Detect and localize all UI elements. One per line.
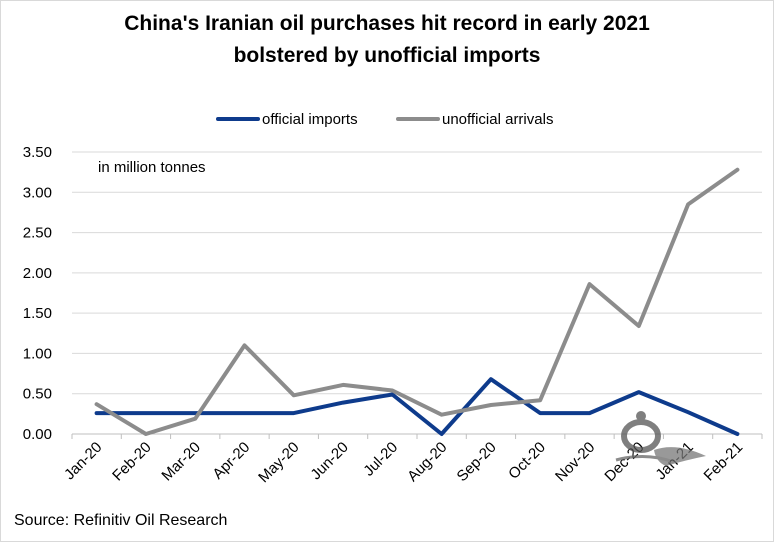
- y-tick-label: 1.50: [23, 305, 52, 322]
- y-tick-label: 2.50: [23, 225, 52, 242]
- x-tick-label: Aug-20: [404, 439, 450, 485]
- chart-title-line-1: China's Iranian oil purchases hit record…: [124, 12, 650, 35]
- x-tick-label: May-20: [255, 439, 302, 486]
- y-tick-label: 2.00: [23, 265, 52, 282]
- y-tick-label: 0.00: [23, 426, 52, 443]
- x-tick-label: Jun-20: [307, 439, 351, 483]
- y-tick-label: 1.00: [23, 345, 52, 362]
- series-lines: [94, 167, 740, 436]
- chart-title-line-2: bolstered by unofficial imports: [233, 44, 541, 67]
- x-tick-label: Jul-20: [360, 439, 401, 480]
- x-tick-label: Feb-20: [109, 439, 155, 485]
- source-note: Source: Refinitiv Oil Research: [14, 512, 228, 529]
- legend-label: unofficial arrivals: [442, 111, 553, 128]
- chart-title: China's Iranian oil purchases hit record…: [0, 8, 774, 72]
- series-line-unofficial-arrivals: [94, 167, 740, 436]
- x-tick-label: Mar-20: [158, 439, 204, 485]
- y-tick-label: 3.00: [23, 184, 52, 201]
- x-tick-label: Nov-20: [552, 439, 598, 485]
- x-tick-label: Apr-20: [209, 439, 253, 483]
- x-tick-label: Oct-20: [505, 439, 549, 483]
- x-tick-label: Jan-20: [61, 439, 105, 483]
- y-axis: 0.00 0.50 1.00 1.50 2.00 2.50 3.00 3.50: [23, 144, 52, 443]
- unit-note: in million tonnes: [98, 159, 206, 176]
- series-line-official-imports: [94, 377, 740, 436]
- legend: official imports unofficial arrivals: [216, 111, 553, 128]
- legend-label: official imports: [262, 111, 358, 128]
- y-tick-label: 3.50: [23, 144, 52, 161]
- y-tick-label: 0.50: [23, 386, 52, 403]
- watermark-logo: [615, 411, 706, 466]
- x-tick-label: Sep-20: [454, 439, 500, 485]
